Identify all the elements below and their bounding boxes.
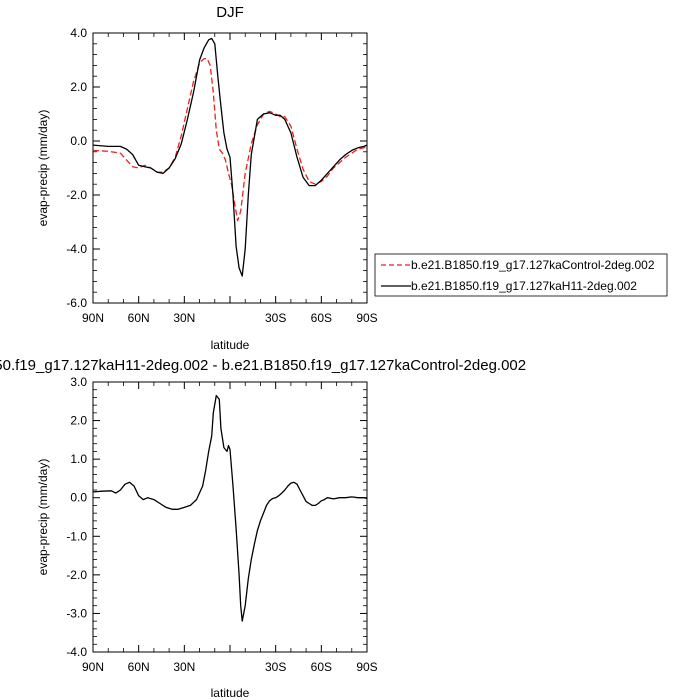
bottom-x-tick-label: 90S (356, 660, 377, 674)
bottom-y-tick-label: 2.0 (70, 414, 87, 428)
top-x-tick-label: 60S (311, 311, 332, 325)
bottom-x-tick-label: 60N (128, 660, 150, 674)
bottom-x-tick-label: 60S (311, 660, 332, 674)
top-x-tick-label: 30N (173, 311, 195, 325)
bottom-x-tick-label: 30S (265, 660, 286, 674)
top-y-tick-label: 4.0 (70, 26, 87, 40)
bottom-y-tick-label: -3.0 (66, 606, 87, 620)
bottom-series-line-0 (92, 394, 368, 622)
legend-label-control: b.e21.B1850.f19_g17.127kaControl-2deg.00… (411, 258, 655, 272)
bottom-y-tick-label: 0.0 (70, 491, 87, 505)
bottom-panel: b.e21.B1850.f19_g17.127kaH11-2deg.002 - … (0, 357, 526, 700)
bottom-y-axis-title: evap-precip (mm/day) (36, 459, 50, 576)
bottom-ticks: 90N 60N 30N 30S 60S 90S 3.0 2.0 1.0 0.0 -1.0 -2.0 -3… (66, 375, 377, 674)
top-series-line-0 (92, 58, 368, 222)
top-y-tick-label: -6.0 (66, 296, 87, 310)
bottom-plot-frame (92, 381, 368, 653)
bottom-y-tick-label: 3.0 (70, 375, 87, 389)
bottom-y-tick-label: -2.0 (66, 568, 87, 582)
legend-label-h11: b.e21.B1850.f19_g17.127kaH11-2deg.002 (411, 279, 637, 293)
bottom-y-tick-label: 1.0 (70, 452, 87, 466)
legend-box (374, 253, 668, 297)
top-ticks: 90N 60N 30N 30S 60S 90S 4.0 2.0 0.0 -2.0 -4.0 -6.0 (66, 26, 377, 325)
top-series-group (92, 37, 368, 277)
top-x-tick-label: 90S (356, 311, 377, 325)
top-y-tick-label: -2.0 (66, 188, 87, 202)
top-x-tick-label: 60N (128, 311, 150, 325)
top-x-tick-label: 90N (82, 311, 104, 325)
top-x-axis-title: latitude (211, 338, 250, 352)
top-y-tick-label: 2.0 (70, 80, 87, 94)
bottom-x-tick-label: 90N (82, 660, 104, 674)
top-panel: DJF 90N 60N 30N 30S 60S 90S 4.0 2.0 0.0 -2.0 -4.0 -… (36, 4, 378, 352)
top-chart-title: DJF (216, 4, 244, 21)
top-y-tick-label: 0.0 (70, 134, 87, 148)
top-x-tick-label: 30S (265, 311, 286, 325)
bottom-y-tick-label: -4.0 (66, 645, 87, 659)
top-y-tick-label: -4.0 (66, 242, 87, 256)
top-plot-frame (92, 32, 368, 304)
legend: b.e21.B1850.f19_g17.127kaControl-2deg.00… (374, 253, 668, 297)
bottom-series-group (92, 394, 368, 622)
bottom-x-axis-title: latitude (211, 686, 250, 700)
top-series-line-1 (92, 37, 368, 277)
bottom-chart-title: b.e21.B1850.f19_g17.127kaH11-2deg.002 - … (0, 357, 526, 374)
bottom-x-tick-label: 30N (173, 660, 195, 674)
top-y-axis-title: evap-precip (mm/day) (36, 110, 50, 227)
bottom-y-tick-label: -1.0 (66, 529, 87, 543)
